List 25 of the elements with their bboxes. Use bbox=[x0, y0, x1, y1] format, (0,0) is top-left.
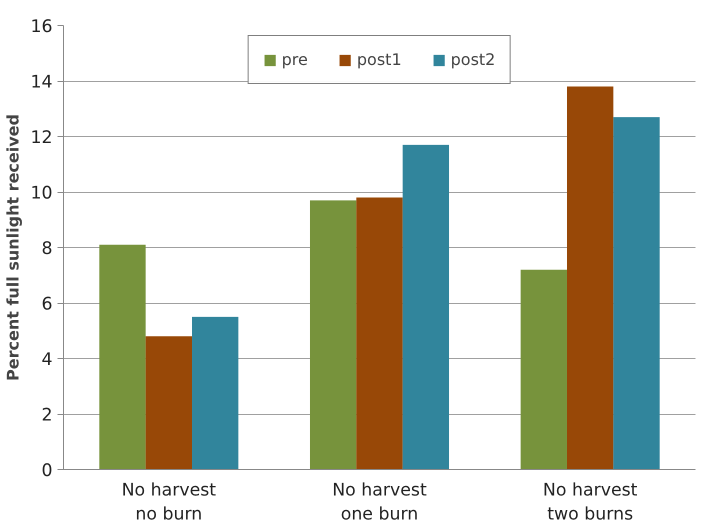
bar bbox=[356, 198, 403, 470]
bar bbox=[310, 200, 356, 470]
y-tick-label: 0 bbox=[41, 461, 53, 481]
legend-label: pre bbox=[282, 50, 308, 69]
y-axis-title: Percent full sunlight received bbox=[3, 114, 22, 381]
x-tick-label: No harvest two burns bbox=[542, 480, 638, 524]
bar bbox=[99, 244, 146, 470]
bar bbox=[402, 144, 450, 470]
x-tick-label: No harvest one burn bbox=[332, 480, 427, 524]
bar bbox=[520, 270, 567, 470]
legend-label: post1 bbox=[356, 50, 402, 69]
y-tick-label: 4 bbox=[41, 350, 53, 370]
y-tick-label: 12 bbox=[30, 128, 53, 148]
bar bbox=[566, 86, 614, 470]
y-tick-label: 6 bbox=[41, 294, 53, 314]
y-tick-label: 10 bbox=[30, 184, 53, 204]
bar bbox=[146, 336, 192, 470]
y-tick-label: 16 bbox=[30, 17, 53, 37]
bar bbox=[613, 117, 660, 470]
y-tick-label: 8 bbox=[41, 239, 53, 259]
bar bbox=[192, 316, 238, 470]
x-tick-label: No harvest no burn bbox=[122, 480, 216, 524]
legend-label: post2 bbox=[450, 50, 496, 69]
y-tick-label: 2 bbox=[41, 406, 53, 426]
y-tick-label: 14 bbox=[30, 72, 53, 92]
